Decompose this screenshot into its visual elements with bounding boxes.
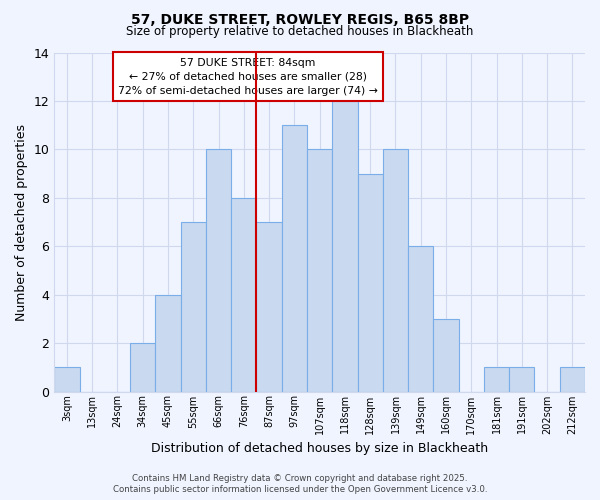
Bar — [332, 101, 358, 392]
Text: Size of property relative to detached houses in Blackheath: Size of property relative to detached ho… — [127, 24, 473, 38]
Text: 57 DUKE STREET: 84sqm
← 27% of detached houses are smaller (28)
72% of semi-deta: 57 DUKE STREET: 84sqm ← 27% of detached … — [118, 58, 378, 96]
Bar — [155, 294, 181, 392]
Bar — [206, 150, 231, 392]
Bar — [54, 368, 80, 392]
Text: Contains HM Land Registry data © Crown copyright and database right 2025.
Contai: Contains HM Land Registry data © Crown c… — [113, 474, 487, 494]
Bar — [408, 246, 433, 392]
Y-axis label: Number of detached properties: Number of detached properties — [15, 124, 28, 320]
Bar — [181, 222, 206, 392]
Bar — [509, 368, 535, 392]
Bar — [282, 125, 307, 392]
Bar — [383, 150, 408, 392]
Bar — [130, 343, 155, 392]
Bar — [307, 150, 332, 392]
Bar — [256, 222, 282, 392]
Bar — [484, 368, 509, 392]
X-axis label: Distribution of detached houses by size in Blackheath: Distribution of detached houses by size … — [151, 442, 488, 455]
Text: 57, DUKE STREET, ROWLEY REGIS, B65 8BP: 57, DUKE STREET, ROWLEY REGIS, B65 8BP — [131, 12, 469, 26]
Bar — [231, 198, 256, 392]
Bar — [433, 319, 458, 392]
Bar — [358, 174, 383, 392]
Bar — [560, 368, 585, 392]
